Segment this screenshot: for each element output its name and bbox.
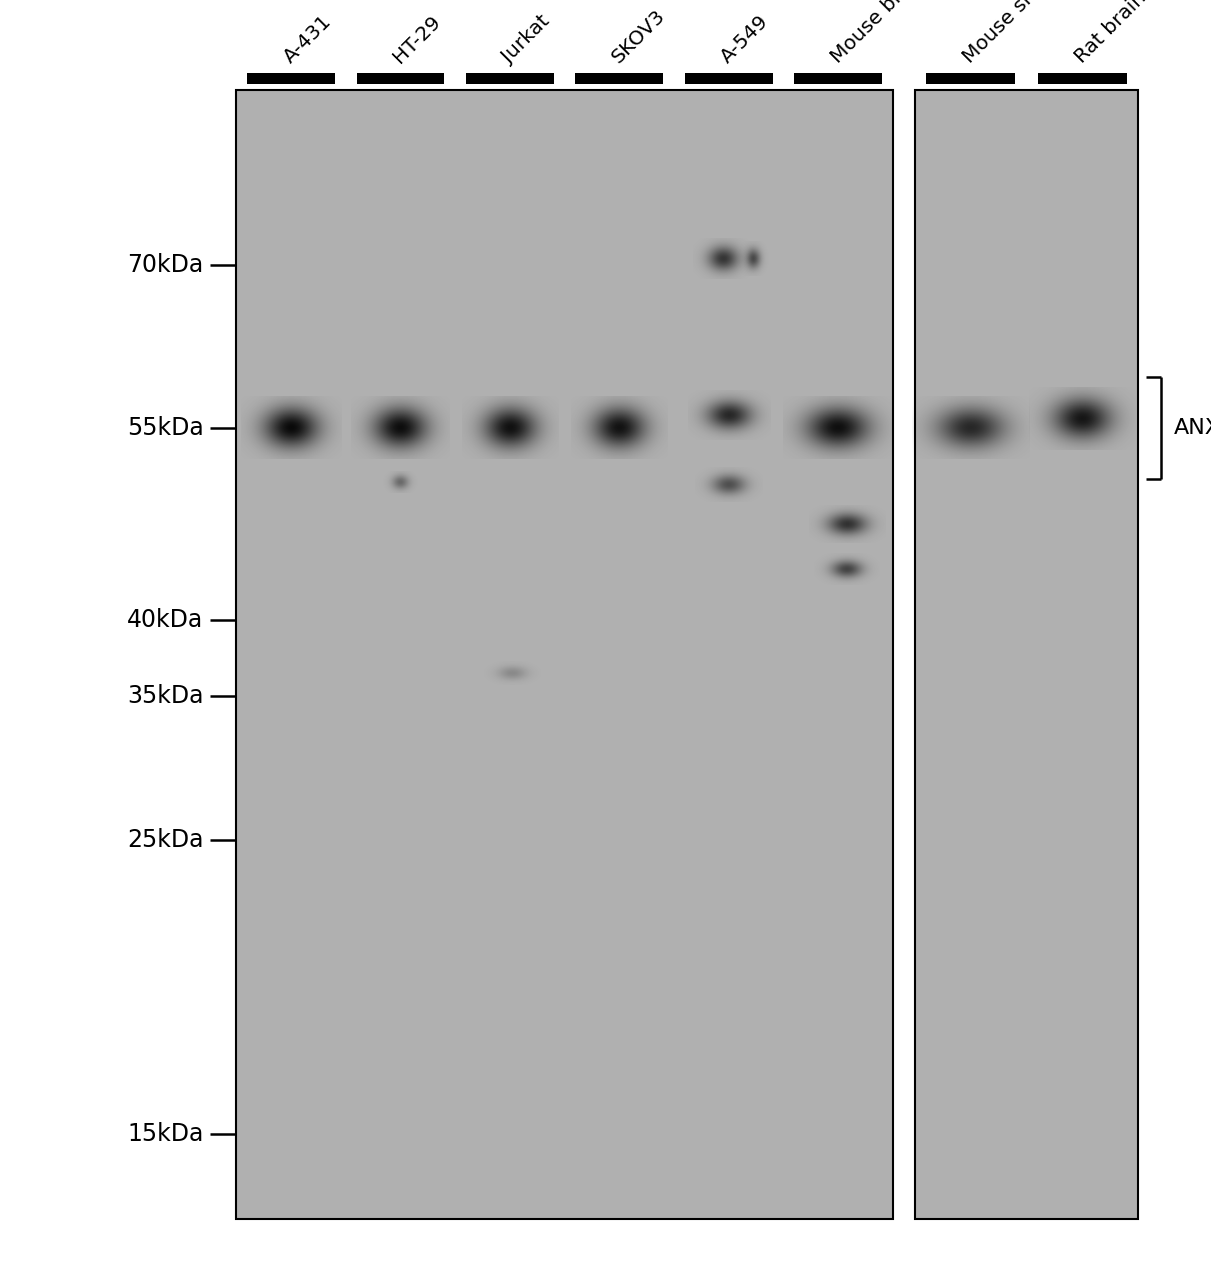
Text: A-431: A-431: [280, 12, 335, 67]
Bar: [356, 73, 444, 84]
Bar: [914, 90, 1138, 1219]
Text: Rat brain: Rat brain: [1072, 0, 1150, 67]
Text: 70kDa: 70kDa: [127, 252, 203, 276]
Text: 55kDa: 55kDa: [127, 416, 203, 440]
Text: Mouse brain: Mouse brain: [827, 0, 929, 67]
Text: 35kDa: 35kDa: [127, 684, 203, 708]
Bar: [466, 73, 553, 84]
Text: SKOV3: SKOV3: [608, 5, 668, 67]
Bar: [794, 73, 882, 84]
Text: A-549: A-549: [718, 12, 773, 67]
Bar: [236, 90, 893, 1219]
Bar: [1038, 73, 1127, 84]
Bar: [575, 73, 664, 84]
Text: 40kDa: 40kDa: [127, 608, 203, 632]
Text: ANXA11: ANXA11: [1173, 419, 1211, 438]
Bar: [247, 73, 334, 84]
Text: 15kDa: 15kDa: [127, 1121, 203, 1146]
Bar: [925, 73, 1015, 84]
Text: HT-29: HT-29: [389, 12, 444, 67]
Bar: [685, 73, 773, 84]
Text: Jurkat: Jurkat: [499, 12, 553, 67]
Text: Mouse skeletal muscle: Mouse skeletal muscle: [959, 0, 1135, 67]
Text: 25kDa: 25kDa: [127, 828, 203, 852]
